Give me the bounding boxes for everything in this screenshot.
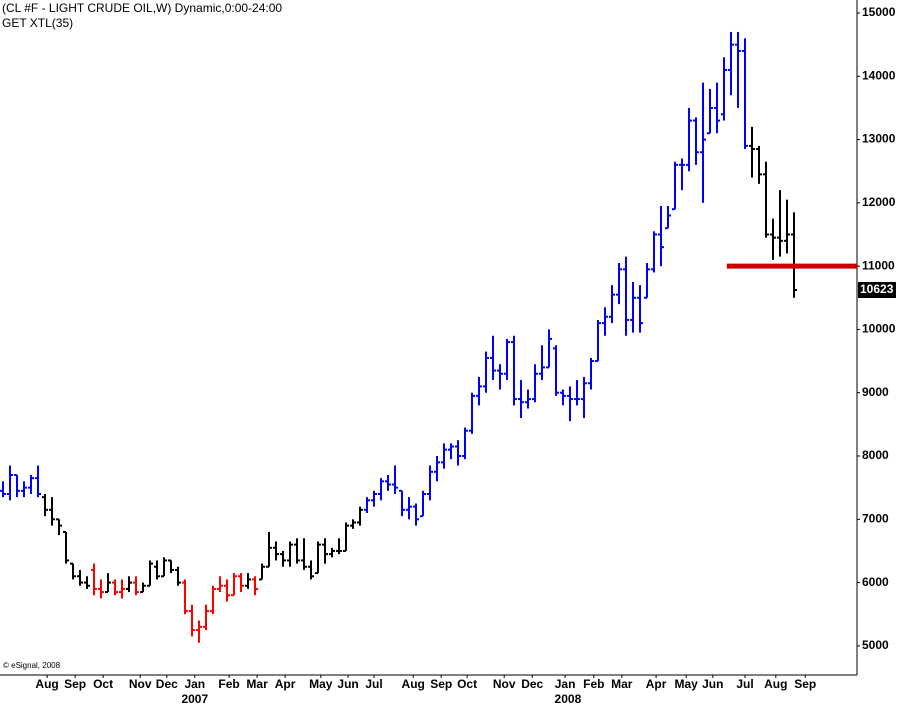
y-tick-label: 10000 (862, 322, 896, 336)
x-tick-label: Jun (702, 677, 723, 691)
y-tick-label: 8000 (862, 448, 889, 462)
x-tick-label: Nov (493, 677, 516, 691)
y-tick-label: 11000 (862, 258, 895, 272)
x-tick-label: Feb (218, 677, 239, 691)
copyright: © eSignal, 2008 (3, 661, 61, 670)
x-tick-label: Mar (246, 677, 268, 691)
x-tick-label: Dec (521, 677, 543, 691)
x-tick-label: Aug (402, 677, 425, 691)
x-tick-label: Sep (64, 677, 86, 691)
y-tick-label: 7000 (862, 511, 889, 525)
x-tick-label: Mar (611, 677, 633, 691)
y-tick-label: 15000 (862, 5, 896, 19)
x-tick-label: Aug (35, 677, 58, 691)
x-tick-label: Jul (365, 677, 382, 691)
y-tick-label: 6000 (862, 575, 889, 589)
x-tick-label: Jan (555, 677, 576, 691)
x-tick-label: Oct (457, 677, 477, 691)
x-tick-label: May (675, 677, 699, 691)
x-tick-label: Aug (764, 677, 787, 691)
x-tick-label: Feb (583, 677, 604, 691)
last-price-label: 10623 (860, 282, 894, 296)
y-tick-label: 9000 (862, 385, 889, 399)
x-tick-label: Jan (184, 677, 205, 691)
y-tick-label: 13000 (862, 132, 896, 146)
x-tick-label: Jul (736, 677, 753, 691)
x-tick-label: Nov (129, 677, 152, 691)
chart-title: (CL #F - LIGHT CRUDE OIL,W) Dynamic,0:00… (2, 1, 282, 15)
x-tick-label: Apr (275, 677, 296, 691)
x-tick-label: May (309, 677, 333, 691)
year-label: 2008 (555, 692, 582, 706)
x-tick-label: Apr (646, 677, 667, 691)
chart-subtitle: GET XTL(35) (2, 16, 73, 30)
x-tick-label: Jun (337, 677, 358, 691)
x-tick-label: Oct (93, 677, 113, 691)
year-label: 2007 (181, 692, 208, 706)
last-price-box (858, 282, 896, 298)
x-tick-label: Dec (156, 677, 178, 691)
x-tick-label: Sep (794, 677, 816, 691)
y-tick-label: 12000 (862, 195, 896, 209)
y-tick-label: 5000 (862, 638, 889, 652)
x-tick-label: Sep (430, 677, 452, 691)
y-tick-label: 14000 (862, 68, 896, 82)
